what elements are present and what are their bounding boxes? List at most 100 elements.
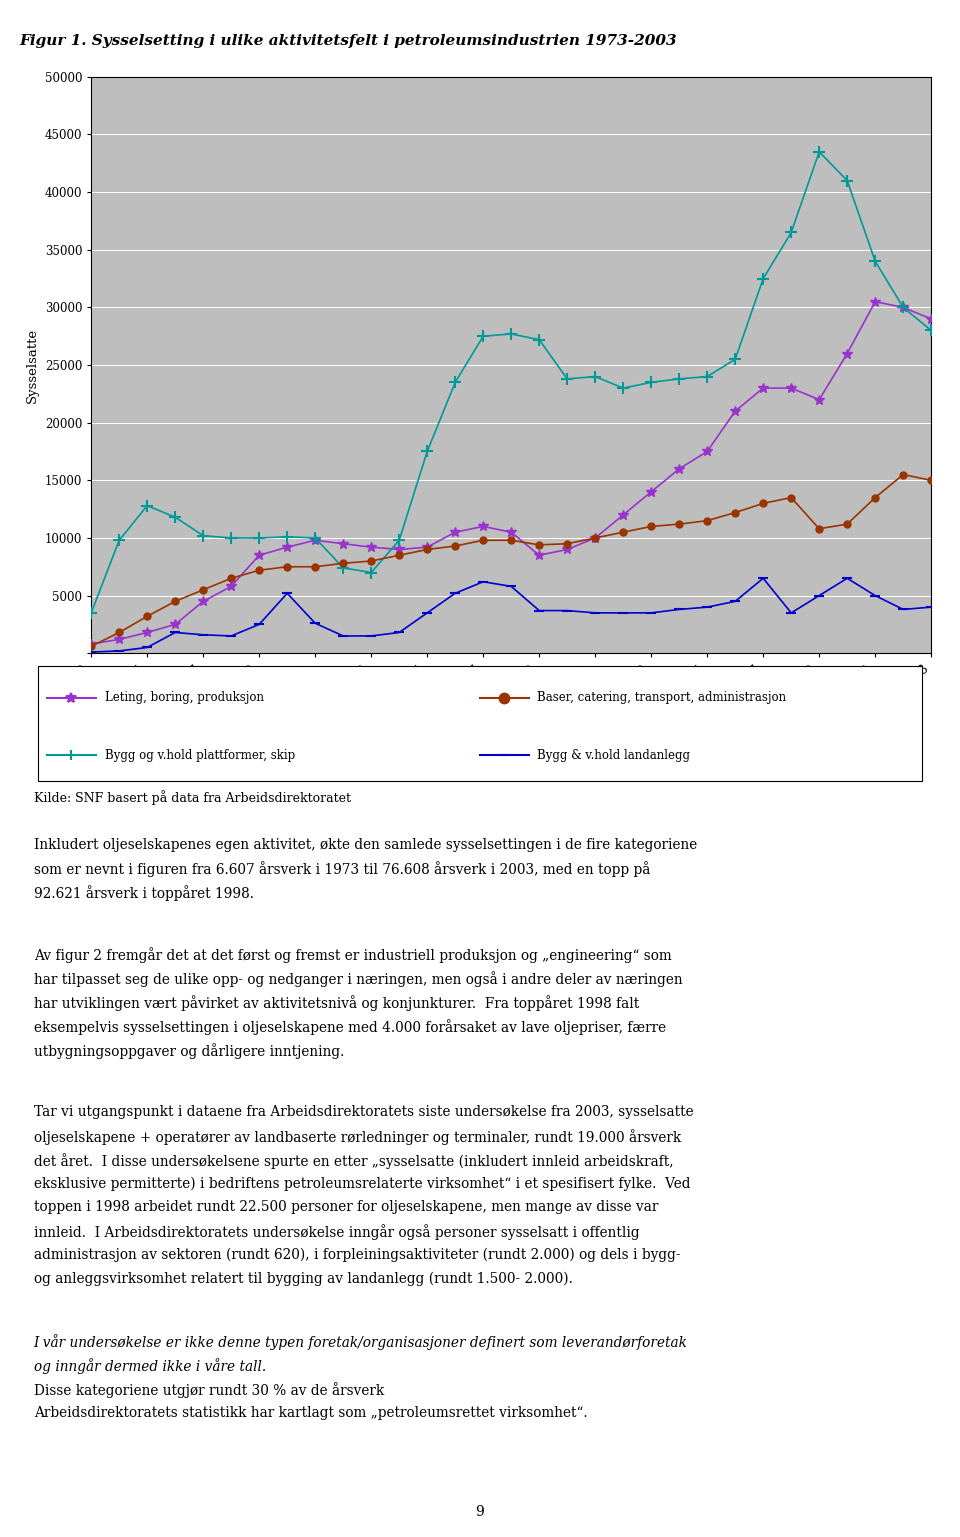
Bygg & v.hold landanlegg: [898, 599, 909, 618]
Bygg & v.hold landanlegg: [870, 587, 881, 606]
Text: Av figur 2 fremgår det at det først og fremst er industriell produksjon og „engi: Av figur 2 fremgår det at det først og f…: [34, 947, 671, 964]
Text: som er nevnt i figuren fra 6.607 årsverk i 1973 til 76.608 årsverk i 2003, med e: som er nevnt i figuren fra 6.607 årsverk…: [34, 861, 650, 878]
Baser, catering, transport, administrasjon: [785, 489, 797, 507]
Bygg og v.hold plattformer, skip: [253, 529, 265, 547]
Leting, boring, produksjon: [281, 538, 293, 556]
Baser, catering, transport, administrasjon: [281, 558, 293, 576]
Leting, boring, produksjon: [645, 483, 657, 501]
Text: har tilpasset seg de ulike opp- og nedganger i næringen, men også i andre deler : har tilpasset seg de ulike opp- og nedga…: [34, 971, 683, 987]
Leting, boring, produksjon: [366, 538, 377, 556]
Line: Bygg & v.hold landanlegg: Bygg & v.hold landanlegg: [86, 573, 936, 656]
Baser, catering, transport, administrasjon: [366, 552, 377, 570]
Leting, boring, produksjon: [394, 541, 405, 559]
Bygg & v.hold landanlegg: [394, 624, 405, 642]
Bygg og v.hold plattformer, skip: [449, 373, 461, 392]
Leting, boring, produksjon: [534, 546, 545, 564]
Bygg & v.hold landanlegg: [169, 624, 180, 642]
Leting, boring, produksjon: [85, 635, 97, 653]
Line: Baser, catering, transport, administrasjon: Baser, catering, transport, administrasj…: [87, 470, 935, 650]
Bygg & v.hold landanlegg: [813, 587, 825, 606]
Bygg & v.hold landanlegg: [421, 604, 433, 622]
Leting, boring, produksjon: [562, 541, 573, 559]
Baser, catering, transport, administrasjon: [309, 558, 321, 576]
Baser, catering, transport, administrasjon: [198, 581, 209, 599]
Baser, catering, transport, administrasjon: [730, 504, 741, 523]
Bygg og v.hold plattformer, skip: [841, 171, 852, 189]
Text: Tar vi utgangspunkt i dataene fra Arbeidsdirektoratets siste undersøkelse fra 20: Tar vi utgangspunkt i dataene fra Arbeid…: [34, 1105, 693, 1119]
Leting, boring, produksjon: [198, 592, 209, 610]
Bygg og v.hold plattformer, skip: [477, 327, 489, 346]
Bygg & v.hold landanlegg: [730, 592, 741, 610]
Baser, catering, transport, administrasjon: [394, 546, 405, 564]
Text: eksklusive permitterte) i bedriftens petroleumsrelaterte virksomhet“ i et spesif: eksklusive permitterte) i bedriftens pet…: [34, 1177, 690, 1191]
Leting, boring, produksjon: [253, 546, 265, 564]
Text: Baser, catering, transport, administrasjon: Baser, catering, transport, administrasj…: [538, 692, 786, 704]
Leting, boring, produksjon: [757, 380, 769, 398]
Bygg & v.hold landanlegg: [589, 604, 601, 622]
Bygg og v.hold plattformer, skip: [898, 298, 909, 317]
Text: toppen i 1998 arbeidet rundt 22.500 personer for oljeselskapene, men mange av di: toppen i 1998 arbeidet rundt 22.500 pers…: [34, 1200, 658, 1214]
Text: Bygg og v.hold plattformer, skip: Bygg og v.hold plattformer, skip: [105, 749, 295, 762]
Baser, catering, transport, administrasjon: [253, 561, 265, 579]
Baser, catering, transport, administrasjon: [337, 553, 348, 572]
Text: det året.  I disse undersøkelsene spurte en etter „sysselsatte (inkludert innlei: det året. I disse undersøkelsene spurte …: [34, 1153, 673, 1168]
Leting, boring, produksjon: [421, 538, 433, 556]
Bygg & v.hold landanlegg: [226, 627, 237, 646]
Baser, catering, transport, administrasjon: [421, 541, 433, 559]
Leting, boring, produksjon: [337, 535, 348, 553]
Text: har utviklingen vært påvirket av aktivitetsnivå og konjunkturer.  Fra toppåret 1: har utviklingen vært påvirket av aktivit…: [34, 996, 638, 1011]
Text: Figur 1. Sysselsetting i ulike aktivitetsfelt i petroleumsindustrien 1973-2003: Figur 1. Sysselsetting i ulike aktivitet…: [19, 34, 677, 48]
Bygg og v.hold plattformer, skip: [645, 373, 657, 392]
Text: 92.621 årsverk i toppåret 1998.: 92.621 årsverk i toppåret 1998.: [34, 885, 253, 901]
Baser, catering, transport, administrasjon: [757, 495, 769, 513]
Bygg & v.hold landanlegg: [477, 572, 489, 590]
Leting, boring, produksjon: [113, 630, 125, 649]
Bygg & v.hold landanlegg: [673, 599, 684, 618]
Baser, catering, transport, administrasjon: [113, 624, 125, 642]
Bygg og v.hold plattformer, skip: [337, 558, 348, 576]
Bygg & v.hold landanlegg: [85, 642, 97, 661]
Bygg og v.hold plattformer, skip: [421, 443, 433, 461]
Bygg & v.hold landanlegg: [366, 627, 377, 646]
Bygg og v.hold plattformer, skip: [169, 507, 180, 526]
Bygg og v.hold plattformer, skip: [366, 563, 377, 581]
Bygg & v.hold landanlegg: [562, 601, 573, 619]
Bygg og v.hold plattformer, skip: [113, 530, 125, 549]
Bygg & v.hold landanlegg: [337, 627, 348, 646]
Leting, boring, produksjon: [477, 516, 489, 535]
Bygg og v.hold plattformer, skip: [589, 367, 601, 386]
Text: utbygningsoppgaver og dårligere inntjening.: utbygningsoppgaver og dårligere inntjeni…: [34, 1042, 344, 1059]
Baser, catering, transport, administrasjon: [841, 515, 852, 533]
FancyBboxPatch shape: [38, 666, 922, 781]
Bygg og v.hold plattformer, skip: [394, 530, 405, 549]
Leting, boring, produksjon: [449, 523, 461, 541]
X-axis label: År: År: [502, 732, 520, 745]
Baser, catering, transport, administrasjon: [673, 515, 684, 533]
Bygg og v.hold plattformer, skip: [198, 526, 209, 546]
Baser, catering, transport, administrasjon: [813, 520, 825, 538]
Text: oljeselskapene + operatører av landbaserte rørledninger og terminaler, rundt 19.: oljeselskapene + operatører av landbaser…: [34, 1128, 681, 1145]
Leting, boring, produksjon: [870, 292, 881, 310]
Text: Bygg & v.hold landanlegg: Bygg & v.hold landanlegg: [538, 749, 690, 762]
Baser, catering, transport, administrasjon: [617, 523, 629, 541]
Baser, catering, transport, administrasjon: [534, 536, 545, 555]
Baser, catering, transport, administrasjon: [589, 529, 601, 547]
Text: innleid.  I Arbeidsdirektoratets undersøkelse inngår også personer sysselsatt i : innleid. I Arbeidsdirektoratets undersøk…: [34, 1223, 639, 1240]
Baser, catering, transport, administrasjon: [449, 536, 461, 555]
Text: Disse kategoriene utgjør rundt 30 % av de årsverk: Disse kategoriene utgjør rundt 30 % av d…: [34, 1382, 384, 1397]
Bygg & v.hold landanlegg: [785, 604, 797, 622]
Leting, boring, produksjon: [785, 380, 797, 398]
Bygg og v.hold plattformer, skip: [85, 604, 97, 622]
Text: og anleggsvirksomhet relatert til bygging av landanlegg (rundt 1.500- 2.000).: og anleggsvirksomhet relatert til byggin…: [34, 1273, 572, 1286]
Bygg & v.hold landanlegg: [645, 604, 657, 622]
Text: og inngår dermed ikke i våre tall.: og inngår dermed ikke i våre tall.: [34, 1359, 266, 1374]
Leting, boring, produksjon: [702, 443, 713, 461]
Baser, catering, transport, administrasjon: [870, 489, 881, 507]
Leting, boring, produksjon: [226, 576, 237, 595]
Leting, boring, produksjon: [617, 506, 629, 524]
Bygg og v.hold plattformer, skip: [562, 369, 573, 387]
Baser, catering, transport, administrasjon: [85, 636, 97, 655]
Bygg & v.hold landanlegg: [309, 613, 321, 633]
Leting, boring, produksjon: [730, 401, 741, 420]
Bygg & v.hold landanlegg: [281, 584, 293, 603]
